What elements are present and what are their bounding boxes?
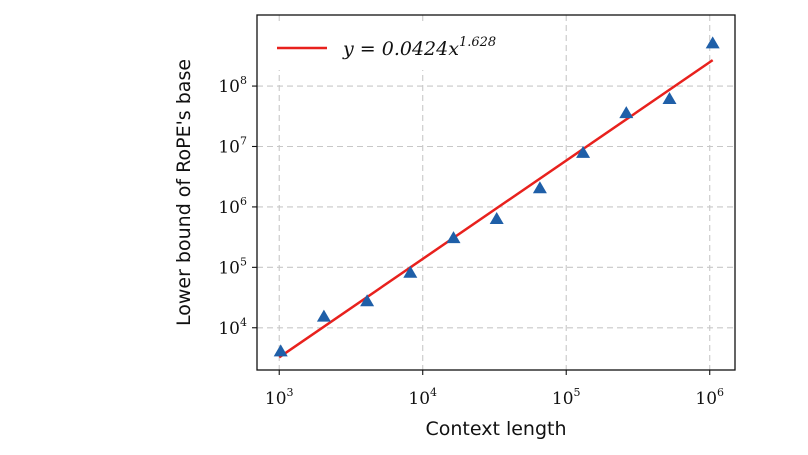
- y-tick-base: 10: [218, 77, 240, 97]
- y-tick-exponent: 5: [240, 255, 247, 268]
- y-tick-base: 10: [218, 319, 240, 339]
- data-point-triangle: [273, 344, 288, 357]
- x-tick-base: 10: [695, 389, 717, 409]
- y-tick-exponent: 4: [240, 316, 247, 329]
- x-tick-base: 10: [552, 389, 574, 409]
- data-point-triangle: [489, 212, 504, 225]
- data-point-triangle: [662, 92, 677, 105]
- x-tick-exponent: 4: [430, 386, 437, 399]
- grid-lines: [257, 15, 735, 370]
- y-tick-label: 105: [218, 255, 247, 278]
- fit-line: [278, 59, 714, 359]
- y-axis-label: Lower bound of RoPE's base: [173, 59, 195, 326]
- data-point-triangle: [446, 231, 461, 244]
- y-tick-exponent: 7: [240, 134, 247, 147]
- legend-label: y = 0.0424x1.628: [342, 35, 496, 60]
- data-point-triangle: [316, 309, 331, 322]
- data-points: [273, 36, 720, 357]
- x-axis-label: Context length: [425, 418, 566, 440]
- y-tick-base: 10: [218, 258, 240, 278]
- y-tick-label: 108: [218, 74, 247, 97]
- data-point-triangle: [576, 145, 591, 158]
- y-tick-label: 107: [218, 134, 247, 157]
- data-point-triangle: [619, 106, 634, 119]
- data-point-triangle: [705, 36, 720, 49]
- x-axis-ticks: 103 104 105 106: [265, 370, 724, 409]
- data-point-triangle: [403, 265, 418, 278]
- x-tick-exponent: 5: [574, 386, 581, 399]
- y-tick-base: 10: [218, 198, 240, 218]
- data-point-triangle: [360, 294, 375, 307]
- legend-equation: y = 0.0424x: [342, 38, 459, 60]
- y-tick-exponent: 8: [240, 74, 247, 87]
- legend-exponent: 1.628: [459, 35, 496, 50]
- y-tick-base: 10: [218, 137, 240, 157]
- data-point-triangle: [532, 181, 547, 194]
- x-tick-label: 103: [265, 386, 294, 409]
- legend: y = 0.0424x1.628: [266, 24, 534, 70]
- x-tick-label: 106: [695, 386, 724, 409]
- x-tick-base: 10: [265, 389, 287, 409]
- x-tick-exponent: 3: [287, 386, 294, 399]
- fit-line-layer: [278, 59, 714, 359]
- x-tick-label: 105: [552, 386, 581, 409]
- y-tick-label: 104: [218, 316, 247, 339]
- x-tick-base: 10: [408, 389, 430, 409]
- x-tick-exponent: 6: [717, 386, 724, 399]
- x-tick-label: 104: [408, 386, 437, 409]
- y-tick-label: 106: [218, 195, 247, 218]
- y-tick-exponent: 6: [240, 195, 247, 208]
- plot-frame: [256, 14, 736, 371]
